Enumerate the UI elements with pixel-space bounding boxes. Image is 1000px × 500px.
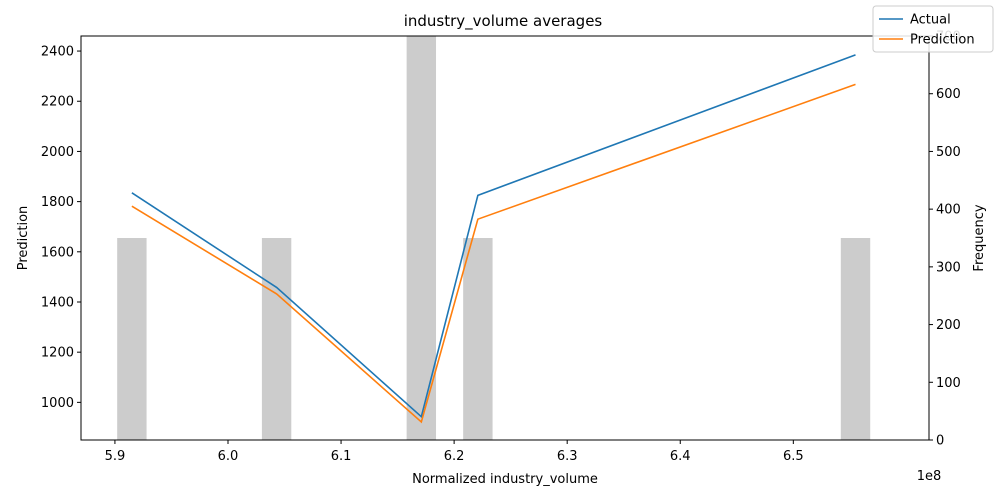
y-tick-label: 2200 [41,95,74,110]
y2-tick-label: 100 [936,376,961,391]
y2-tick-label: 500 [936,145,961,160]
y2-tick-label: 200 [936,318,961,333]
histogram-bars [117,36,871,440]
plot-frame [80,35,930,441]
x-tick-label: 6.3 [557,449,578,464]
histogram-bar [117,238,147,440]
legend-box [872,5,994,53]
chart-title: industry_volume averages [404,12,603,31]
x-axis-ticks: 5.9 6.0 6.1 6.2 6.3 6.4 6.5 [105,440,804,464]
histogram-bar [840,238,871,440]
legend: Actual Prediction [872,5,994,53]
x-tick-label: 5.9 [105,449,126,464]
y-tick-label: 2000 [41,145,74,160]
legend-label: Actual [910,13,951,28]
y2-tick-label: 400 [936,203,961,218]
series-line-prediction [131,83,856,424]
y2-axis-ticks: 0100200300400500600700 [929,30,961,449]
x-tick-label: 6.0 [218,449,239,464]
histogram-bar [463,238,493,440]
y-axis-ticks: 1000 1200 1400 1600 1800 2000 2200 2400 [41,45,81,411]
y-tick-label: 1600 [41,245,74,260]
histogram-bar [261,238,292,440]
x-axis-label: Normalized industry_volume [412,472,598,487]
x-tick-label: 6.4 [670,449,691,464]
y-tick-label: 1400 [41,295,74,310]
y-axis-label: Prediction [16,206,31,271]
y-tick-label: 2400 [41,45,74,60]
y-tick-label: 1200 [41,346,74,361]
y-tick-label: 1000 [41,396,74,411]
x-tick-label: 6.2 [444,449,465,464]
x-offset-label: 1e8 [917,469,942,484]
y2-tick-label: 300 [936,260,961,275]
legend-label: Prediction [910,33,975,48]
y2-tick-label: 0 [936,434,944,449]
x-tick-label: 6.5 [783,449,804,464]
histogram-bar [406,36,437,440]
y-tick-label: 1800 [41,195,74,210]
series-line-actual [131,54,856,419]
x-tick-label: 6.1 [331,449,352,464]
series-lines [131,54,856,424]
y2-axis-label: Frequency [972,204,987,271]
y2-tick-label: 600 [936,87,961,102]
